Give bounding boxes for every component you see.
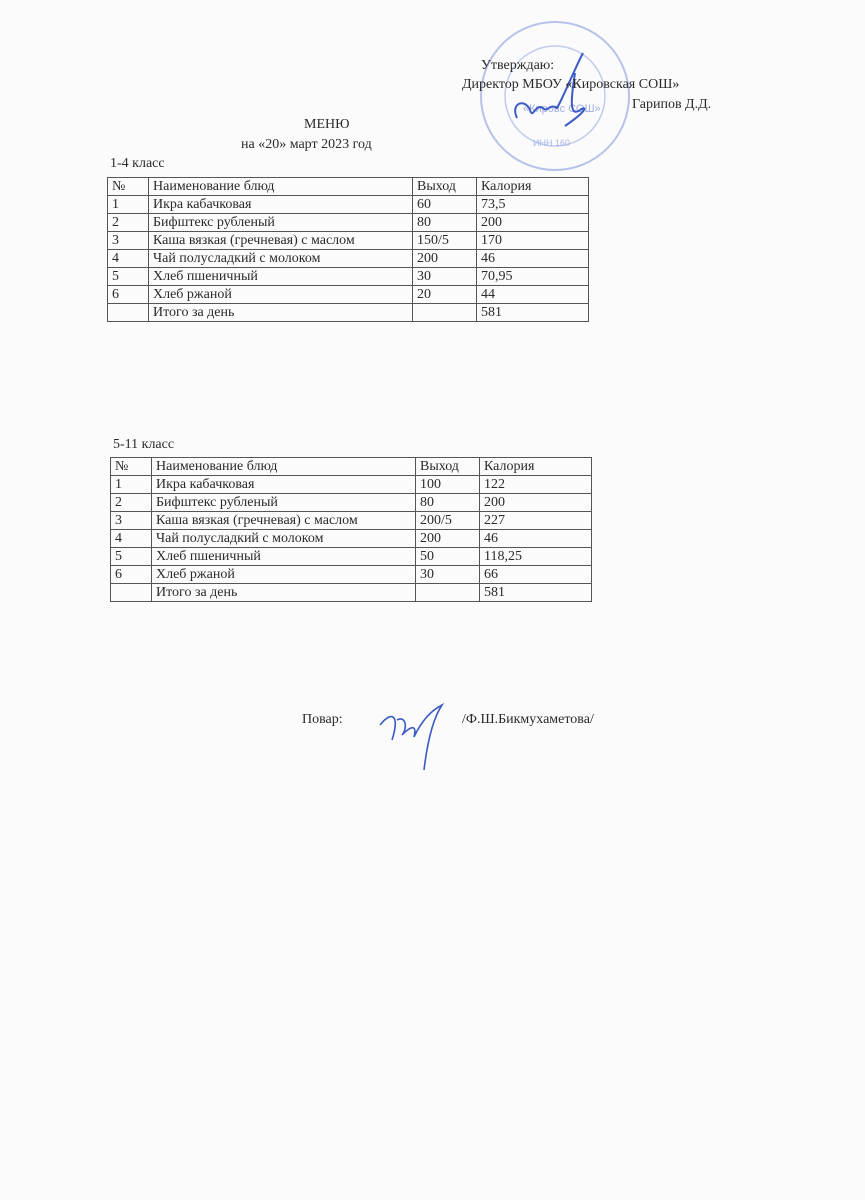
table-cell: 80: [415, 493, 480, 512]
table-cell: 46: [476, 249, 589, 268]
table-cell: Хлеб ржаной: [148, 285, 413, 304]
table-cell: Калория: [476, 177, 589, 196]
table-row: 3 Каша вязкая (гречневая) с маслом 200/5 22…: [110, 511, 592, 530]
table-cell: 50: [415, 547, 480, 566]
table-row: 1 Икра кабачковая 100 122: [110, 475, 592, 494]
table-cell: [415, 583, 480, 602]
table-cell: Чай полусладкий с молоком: [148, 249, 413, 268]
menu-table-5-11: № Наименование блюд Выход Калория 1 Икра каба…: [110, 457, 592, 602]
table-cell: 581: [476, 303, 589, 322]
table-row: 4 Чай полусладкий с молоком 200 46: [107, 249, 589, 268]
table-cell: Каша вязкая (гречневая) с маслом: [148, 231, 413, 250]
table-cell: 30: [415, 565, 480, 584]
table-cell: Итого за день: [148, 303, 413, 322]
table-row: Итого за день 581: [110, 583, 592, 602]
table-cell: 70,95: [476, 267, 589, 286]
table-row: 5 Хлеб пшеничный 50 118,25: [110, 547, 592, 566]
table-row: 6 Хлеб ржаной 20 44: [107, 285, 589, 304]
table-cell: 200: [479, 493, 592, 512]
table-cell: Калория: [479, 457, 592, 476]
table-cell: 1: [107, 195, 149, 214]
menu-table-1-4: № Наименование блюд Выход Калория 1 Икра каба…: [107, 177, 589, 322]
table-cell: Икра кабачковая: [148, 195, 413, 214]
table-cell: Наименование блюд: [151, 457, 416, 476]
table-header-row: № Наименование блюд Выход Калория: [107, 177, 589, 196]
table-cell: 30: [412, 267, 477, 286]
table-cell: Бифштекс рубленый: [148, 213, 413, 232]
table-cell: 3: [110, 511, 152, 530]
table-cell: 1: [110, 475, 152, 494]
table-cell: 5: [110, 547, 152, 566]
table-caption: 1-4 класс: [110, 156, 165, 171]
table-cell: [107, 303, 149, 322]
table-cell: Итого за день: [151, 583, 416, 602]
table-cell: 122: [479, 475, 592, 494]
cook-signature: [379, 702, 445, 771]
table-cell: Выход: [415, 457, 480, 476]
table-cell: Хлеб пшеничный: [151, 547, 416, 566]
table-cell: Чай полусладкий с молоком: [151, 529, 416, 548]
table-cell: Каша вязкая (гречневая) с маслом: [151, 511, 416, 530]
table-cell: 80: [412, 213, 477, 232]
approval-position: Директор МБОУ «Кировская СОШ»: [462, 77, 680, 92]
table-cell: 200: [415, 529, 480, 548]
table-cell: 46: [479, 529, 592, 548]
table-cell: 100: [415, 475, 480, 494]
table-cell: 200: [412, 249, 477, 268]
cook-label: Повар:: [302, 712, 343, 727]
table-row: 2 Бифштекс рубленый 80 200: [107, 213, 589, 232]
table-cell: 44: [476, 285, 589, 304]
table-row: 5 Хлеб пшеничный 30 70,95: [107, 267, 589, 286]
table-cell: 4: [110, 529, 152, 548]
table-cell: №: [107, 177, 149, 196]
table-cell: [412, 303, 477, 322]
page-subtitle: на «20» март 2023 год: [241, 137, 372, 152]
table-cell: 2: [110, 493, 152, 512]
table-cell: Хлеб ржаной: [151, 565, 416, 584]
cook-name: /Ф.Ш.Бикмухаметова/: [462, 712, 594, 727]
table-row: 3 Каша вязкая (гречневая) с маслом 150/5 17…: [107, 231, 589, 250]
table-cell: 6: [110, 565, 152, 584]
table-cell: [110, 583, 152, 602]
approval-name: Гарипов Д.Д.: [632, 97, 712, 112]
table-cell: 60: [412, 195, 477, 214]
table-row: 6 Хлеб ржаной 30 66: [110, 565, 592, 584]
table-cell: 227: [479, 511, 592, 530]
table-row: 1 Икра кабачковая 60 73,5: [107, 195, 589, 214]
table-cell: 5: [107, 267, 149, 286]
table-row: 4 Чай полусладкий с молоком 200 46: [110, 529, 592, 548]
table-cell: 581: [479, 583, 592, 602]
table-cell: Икра кабачковая: [151, 475, 416, 494]
table-row: 2 Бифштекс рубленый 80 200: [110, 493, 592, 512]
svg-text:ИНН 160: ИНН 160: [533, 138, 570, 148]
table-caption: 5-11 класс: [113, 437, 175, 452]
table-cell: 2: [107, 213, 149, 232]
table-row: Итого за день 581: [107, 303, 589, 322]
table-cell: 73,5: [476, 195, 589, 214]
table-cell: 150/5: [412, 231, 477, 250]
table-cell: Хлеб пшеничный: [148, 267, 413, 286]
table-header-row: № Наименование блюд Выход Калория: [110, 457, 592, 476]
table-cell: Выход: [412, 177, 477, 196]
page-title: МЕНЮ: [304, 117, 350, 132]
table-cell: №: [110, 457, 152, 476]
table-cell: 170: [476, 231, 589, 250]
table-cell: 200/5: [415, 511, 480, 530]
table-cell: 118,25: [479, 547, 592, 566]
table-cell: Наименование блюд: [148, 177, 413, 196]
table-cell: Бифштекс рубленый: [151, 493, 416, 512]
approval-label: Утверждаю:: [481, 58, 555, 73]
table-cell: 6: [107, 285, 149, 304]
table-cell: 20: [412, 285, 477, 304]
table-cell: 66: [479, 565, 592, 584]
table-cell: 200: [476, 213, 589, 232]
table-cell: 4: [107, 249, 149, 268]
table-cell: 3: [107, 231, 149, 250]
director-signature: [514, 52, 586, 127]
